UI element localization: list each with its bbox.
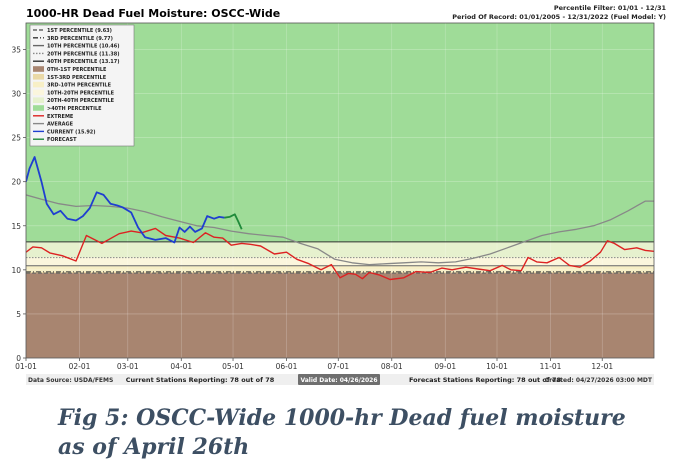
x-tick-label: 06-01 [276,362,298,371]
legend-swatch [33,89,44,96]
x-tick-label: 08-01 [381,362,403,371]
legend-swatch [33,105,44,111]
band-0th-1st [26,273,654,358]
legend-label: EXTREME [47,114,74,120]
legend-swatch [33,97,44,103]
legend-label: 20TH PERCENTILE (11.38) [47,51,120,57]
band-20th-40th [26,241,654,258]
footer-created: Created: 04/27/2026 03:00 MDT [545,377,653,384]
legend-label: 10TH-20TH PERCENTILE [47,90,115,96]
legend-label: CURRENT (15.92) [47,129,96,135]
percentile-lines [26,241,654,274]
legend-swatch [33,74,44,80]
chart: 1000-HR Dead Fuel Moisture: OSCC-Wide Pe… [11,4,667,385]
y-axis: 0 5 10 15 20 25 30 35 [11,45,26,363]
period-of-record-label: Period Of Record: 01/01/2005 - 12/31/202… [452,13,666,21]
y-tick-label: 0 [16,354,21,363]
legend-label: 1ST-3RD PERCENTILE [47,75,107,81]
percentile-filter-label: Percentile Filter: 01/01 - 12/31 [554,4,667,12]
legend: 1ST PERCENTILE (9.63) 3RD PERCENTILE (9.7… [29,24,135,147]
legend-label: 20TH-40TH PERCENTILE [47,98,115,104]
x-tick-label: 01-01 [15,362,37,371]
legend-swatch [33,66,44,72]
y-tick-label: 25 [11,134,21,143]
y-tick-label: 35 [11,45,21,54]
band-1st-3rd [26,271,654,274]
band-3rd-10th [26,265,654,272]
x-tick-label: 09-01 [434,362,456,371]
legend-label: 3RD PERCENTILE (9.77) [47,36,113,42]
legend-label: FORECAST [47,137,77,143]
legend-label: 10TH PERCENTILE (10.46) [47,44,120,50]
legend-box [29,24,135,147]
plot-frame [25,22,655,359]
y-tick-label: 10 [11,266,21,275]
y-tick-label: 5 [16,310,21,319]
series-lines [26,156,654,281]
current-series-line [26,156,225,244]
legend-label: 0TH-1ST PERCENTILE [47,67,107,73]
figure-caption: Fig 5: OSCC-Wide 1000-hr Dead fuel moist… [58,404,658,462]
y-tick-label: 30 [11,90,21,99]
footer-current-stations: Current Stations Reporting: 78 out of 78 [126,376,275,384]
forecast-series-line [224,213,243,230]
y-tick-label: 20 [11,178,21,187]
percentile-bands [26,23,654,358]
extreme-series-line [26,227,654,281]
legend-label: AVERAGE [47,122,74,128]
x-tick-label: 11-01 [540,362,562,371]
legend-swatch [33,81,44,88]
footer-forecast-stations: Forecast Stations Reporting: 78 out of 7… [409,376,562,384]
legend-label: 1ST PERCENTILE (9.63) [47,28,112,34]
x-tick-label: 03-01 [117,362,139,371]
footer: Data Source: USDA/FEMS Current Stations … [26,374,654,385]
legend-label: 40TH PERCENTILE (13.17) [47,59,120,65]
x-tick-label: 12-01 [591,362,613,371]
y-tick-label: 15 [11,222,21,231]
legend-label: 3RD-10TH PERCENTILE [47,83,112,89]
caption-line-1: Fig 5: OSCC-Wide 1000-hr Dead fuel moist… [58,405,626,431]
valid-date-badge [298,374,380,385]
x-tick-label: 02-01 [69,362,91,371]
footer-valid-date: Valid Date: 04/26/2026 [300,377,377,384]
average-series-line [26,194,654,266]
band-10th-20th [26,257,654,266]
x-tick-label: 05-01 [222,362,244,371]
x-tick-label: 04-01 [170,362,192,371]
footer-source: Data Source: USDA/FEMS [28,377,113,384]
x-tick-label: 07-01 [327,362,349,371]
legend-label: >40TH PERCENTILE [47,106,102,112]
x-tick-label: 10-01 [486,362,508,371]
x-axis: 01-01 02-01 03-01 04-01 05-01 06-01 07-01 08-01… [15,358,613,371]
chart-title: 1000-HR Dead Fuel Moisture: OSCC-Wide [26,7,280,20]
caption-line-2: as of April 26th [58,434,250,460]
